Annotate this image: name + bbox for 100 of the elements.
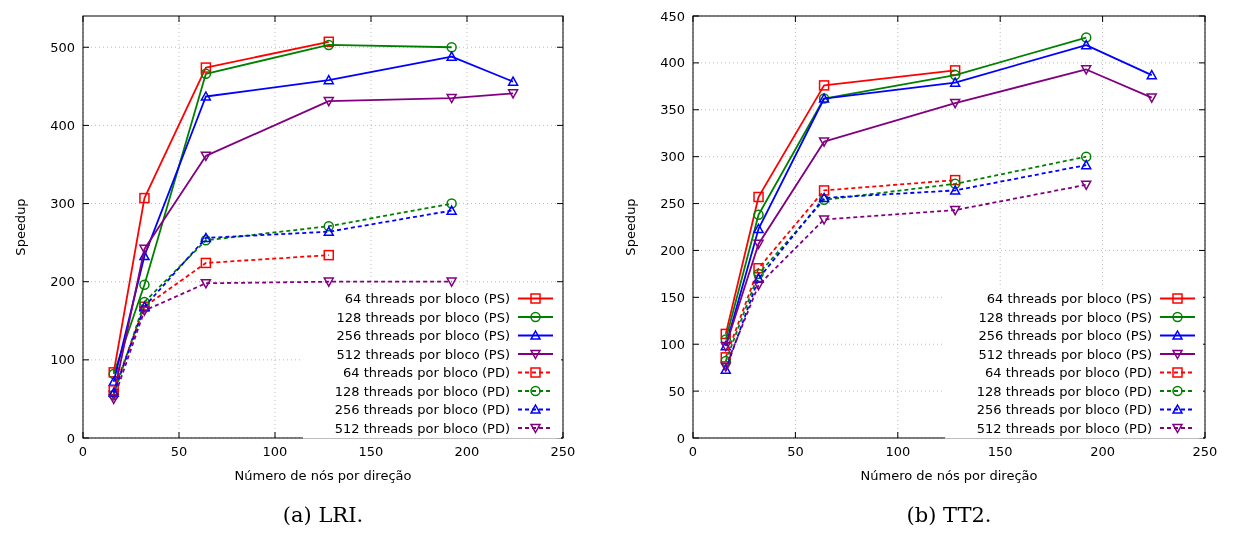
point xyxy=(753,263,764,274)
point xyxy=(446,277,457,287)
point xyxy=(720,355,732,367)
point xyxy=(1080,151,1092,162)
point xyxy=(1080,32,1092,43)
point xyxy=(323,220,335,232)
point xyxy=(949,185,961,195)
point xyxy=(323,226,335,237)
legend-label: 512 threads por bloco (PD) xyxy=(334,420,510,436)
point xyxy=(753,268,764,280)
y-tick-label: 350 xyxy=(660,102,685,118)
point xyxy=(753,191,764,203)
point xyxy=(949,69,961,81)
point xyxy=(949,178,961,190)
x-tick-label: 100 xyxy=(262,444,288,459)
point xyxy=(949,77,961,87)
point xyxy=(1080,39,1092,50)
point xyxy=(1146,69,1157,80)
x-tick-label: 0 xyxy=(688,444,698,459)
point xyxy=(753,209,764,221)
x-tick-label: 100 xyxy=(885,444,911,459)
point xyxy=(139,250,150,261)
point xyxy=(507,76,519,86)
x-tick-label: 0 xyxy=(78,444,88,459)
point xyxy=(139,306,150,316)
point xyxy=(818,80,830,91)
legend-label: 256 threads por bloco (PD) xyxy=(976,402,1152,417)
legend-label: 512 threads por bloco (PS) xyxy=(336,346,510,362)
point xyxy=(507,89,519,99)
text: (a) LRI. xyxy=(282,503,364,527)
y-tick-label: 400 xyxy=(50,117,75,133)
x-tick-label: 50 xyxy=(787,444,804,459)
point xyxy=(446,42,457,53)
legend-label: 256 threads por bloco (PS) xyxy=(978,328,1152,343)
point xyxy=(753,223,764,234)
point xyxy=(323,74,335,85)
legend-label: 128 threads por bloco (PS) xyxy=(978,309,1152,325)
point xyxy=(753,273,764,283)
point xyxy=(200,62,212,73)
point xyxy=(1080,159,1092,170)
point xyxy=(753,239,764,250)
legend-label: 256 threads por bloco (PS) xyxy=(336,328,510,343)
point xyxy=(200,151,212,162)
x-tick-label: 50 xyxy=(170,444,188,459)
legend-label: 64 threads por bloco (PS) xyxy=(986,291,1152,306)
x-tick-label: 150 xyxy=(358,444,384,459)
legend-label: 128 threads por bloco (PD) xyxy=(334,383,510,399)
legend-label: 64 threads por bloco (PS) xyxy=(344,291,510,306)
point xyxy=(323,96,335,107)
point xyxy=(818,137,830,147)
y-tick-label: 300 xyxy=(660,149,685,165)
point xyxy=(139,296,150,308)
x-tick-label: 200 xyxy=(454,444,480,459)
y-tick-label: 100 xyxy=(50,352,75,368)
legend-label: 64 threads por bloco (PD) xyxy=(985,365,1152,380)
y-axis-title: Speedup xyxy=(623,198,638,256)
point xyxy=(139,244,150,255)
point xyxy=(949,205,961,216)
y-tick-label: 450 xyxy=(660,8,685,24)
point xyxy=(720,352,732,363)
legend-label: 128 threads por bloco (PD) xyxy=(976,383,1152,399)
y-tick-label: 200 xyxy=(50,274,75,290)
point xyxy=(139,192,150,204)
x-axis-title: Número de nós por direção xyxy=(860,468,1038,483)
y-tick-label: 100 xyxy=(660,336,685,352)
x-tick-label: 200 xyxy=(1090,444,1116,459)
x-tick-label: 150 xyxy=(987,444,1013,459)
point xyxy=(1080,65,1092,75)
point xyxy=(818,215,830,225)
x-tick-label: 250 xyxy=(1192,444,1218,459)
legend-label: 512 threads por bloco (PS) xyxy=(978,346,1152,362)
point xyxy=(108,394,119,405)
legend-label: 512 threads por bloco (PD) xyxy=(976,420,1152,436)
point xyxy=(139,279,150,291)
y-tick-label: 200 xyxy=(660,242,685,258)
legend-label: 256 threads por bloco (PD) xyxy=(334,402,510,417)
x-axis-title: Número de nós por direção xyxy=(234,468,412,483)
y-tick-label: 300 xyxy=(50,196,75,212)
point xyxy=(949,98,961,109)
point xyxy=(753,280,764,291)
y-tick-label: 400 xyxy=(660,55,685,71)
point xyxy=(200,257,212,269)
point xyxy=(446,198,457,209)
point xyxy=(200,91,212,101)
point xyxy=(323,277,335,287)
point xyxy=(949,174,961,186)
y-tick-label: 150 xyxy=(660,289,685,305)
point xyxy=(446,93,457,104)
y-axis-title: Speedup xyxy=(13,198,28,256)
point xyxy=(949,65,961,76)
point xyxy=(446,205,457,215)
point xyxy=(446,51,457,61)
x-tick-label: 250 xyxy=(550,444,576,459)
legend-label: 128 threads por bloco (PS) xyxy=(336,309,510,325)
point xyxy=(1146,93,1157,103)
point xyxy=(818,185,830,196)
point xyxy=(323,249,335,261)
legend-label: 64 threads por bloco (PD) xyxy=(343,365,510,380)
y-tick-label: 0 xyxy=(66,430,75,446)
point xyxy=(1080,180,1092,191)
